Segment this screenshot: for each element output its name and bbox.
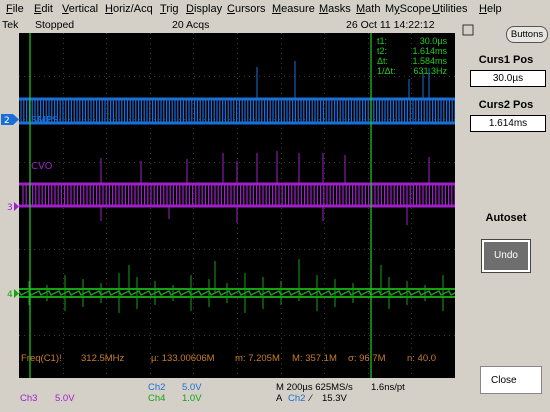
ch2-name-label: SMPS xyxy=(31,115,59,126)
menu-masks[interactable]: Masks xyxy=(319,3,351,15)
t2-value: 1.614ms xyxy=(412,46,447,56)
buttons-button[interactable]: Buttons xyxy=(506,26,548,43)
menu-measure[interactable]: Measure xyxy=(272,3,315,15)
ch3-marker-number: 3 xyxy=(7,203,13,213)
tek-logo-icon xyxy=(462,24,474,36)
inv-dt-label: 1/Δt: xyxy=(377,66,396,76)
ch2-label: Ch2 xyxy=(148,382,166,393)
t1-value: 30.0µs xyxy=(419,36,447,46)
control-panel: Buttons Curs1 Pos 30.0µs Curs2 Pos 1.614… xyxy=(462,18,550,412)
waveforms xyxy=(19,33,455,378)
measure-max: M: 357.1M xyxy=(292,353,337,364)
ch3-name-label: CVO xyxy=(31,161,53,172)
ch4-spikes xyxy=(28,259,444,313)
t1-label: t1: xyxy=(377,36,388,46)
timebase: M 200µs 625MS/s xyxy=(276,382,353,393)
bottom-status-bar: Ch3 5.0V Ch2 5.0V Ch4 1.0V M 200µs 625MS… xyxy=(0,378,462,412)
menu-trig[interactable]: Trig xyxy=(160,3,179,15)
ch4-marker[interactable]: 4 xyxy=(7,289,19,300)
inv-dt-value: 631.3Hz xyxy=(413,66,447,76)
undo-button[interactable]: Undo xyxy=(481,239,531,273)
measure-value: 312.5MHz xyxy=(81,353,125,364)
ch3-marker[interactable]: 3 xyxy=(7,202,19,213)
trigger-source-prefix: A xyxy=(276,393,283,404)
menu-horizacq[interactable]: Horiz/Acq xyxy=(105,3,153,15)
ch4-marker-number: 4 xyxy=(7,290,13,300)
ch4-band xyxy=(19,288,455,298)
trigger-level: 15.3V xyxy=(322,393,347,404)
date-time: 26 Oct 11 14:22:12 xyxy=(346,19,435,31)
status-bar: Tek Stopped 20 Acqs 26 Oct 11 14:22:12 xyxy=(0,18,462,33)
curs1-pos-title: Curs1 Pos xyxy=(478,54,534,66)
ch2-marker-number: 2 xyxy=(4,116,10,126)
menu-display[interactable]: Display xyxy=(186,3,223,15)
run-state: Stopped xyxy=(35,19,75,31)
curs2-pos-title: Curs2 Pos xyxy=(478,99,534,111)
trigger-channel: Ch2 xyxy=(288,393,306,404)
ch3-label: Ch3 xyxy=(20,393,38,404)
menu-edit[interactable]: Edit xyxy=(34,3,53,15)
waveform-display[interactable]: t1: 30.0µs t2: 1.614ms Δt: 1.584ms 1/Δt: 631… xyxy=(19,33,455,378)
measure-sigma: σ: 96.7M xyxy=(348,353,386,364)
measure-min: m: 7.205M xyxy=(235,353,280,364)
menu-utilities[interactable]: Utilities xyxy=(432,3,468,15)
ch3-waveform xyxy=(19,183,455,207)
measure-mean: µ: 133.00606M xyxy=(151,353,215,364)
ch4-scale: 1.0V xyxy=(182,393,202,404)
ch4-label: Ch4 xyxy=(148,393,166,404)
measurement-bar: Freq(C1)! 312.5MHz µ: 133.00606M m: 7.20… xyxy=(19,353,455,367)
acquisition-count: 20 Acqs xyxy=(172,19,210,31)
sample-interval: 1.6ns/pt xyxy=(371,382,405,393)
menu-vertical[interactable]: Vertical xyxy=(62,3,99,15)
ch2-scale: 5.0V xyxy=(182,382,202,393)
measure-count: n: 40.0 xyxy=(407,353,437,364)
trigger-slope-icon: ∕ xyxy=(310,393,312,404)
dt-label: Δt: xyxy=(377,56,389,66)
curs2-pos-field[interactable]: 1.614ms xyxy=(470,115,546,132)
menu-cursors[interactable]: Cursors xyxy=(227,3,266,15)
measure-name: Freq(C1)! xyxy=(21,353,62,364)
dt-value: 1.584ms xyxy=(412,56,447,66)
menu-bar: File Edit Vertical Horiz/Acq Trig Display Curs… xyxy=(0,0,550,18)
cursor-readout: t1: 30.0µs t2: 1.614ms Δt: 1.584ms 1/Δt: 631… xyxy=(377,36,447,76)
close-button[interactable]: Close xyxy=(480,366,542,394)
ch4-waveform xyxy=(19,290,455,296)
autoset-title: Autoset xyxy=(485,212,527,224)
t2-label: t2: xyxy=(377,46,388,56)
channel-markers: 2 3 4 xyxy=(1,114,19,300)
ch2-waveform xyxy=(19,98,455,124)
ch3-spikes xyxy=(100,151,430,225)
ch2-marker[interactable]: 2 xyxy=(1,114,19,126)
menu-math[interactable]: Math xyxy=(356,3,381,15)
ch3-scale: 5.0V xyxy=(55,393,75,404)
menu-file[interactable]: File xyxy=(6,3,24,15)
menu-help[interactable]: Help xyxy=(479,3,502,15)
brand-label: Tek xyxy=(2,19,19,31)
menu-myscope[interactable]: MyScope xyxy=(385,3,431,15)
curs1-pos-field[interactable]: 30.0µs xyxy=(470,70,546,87)
